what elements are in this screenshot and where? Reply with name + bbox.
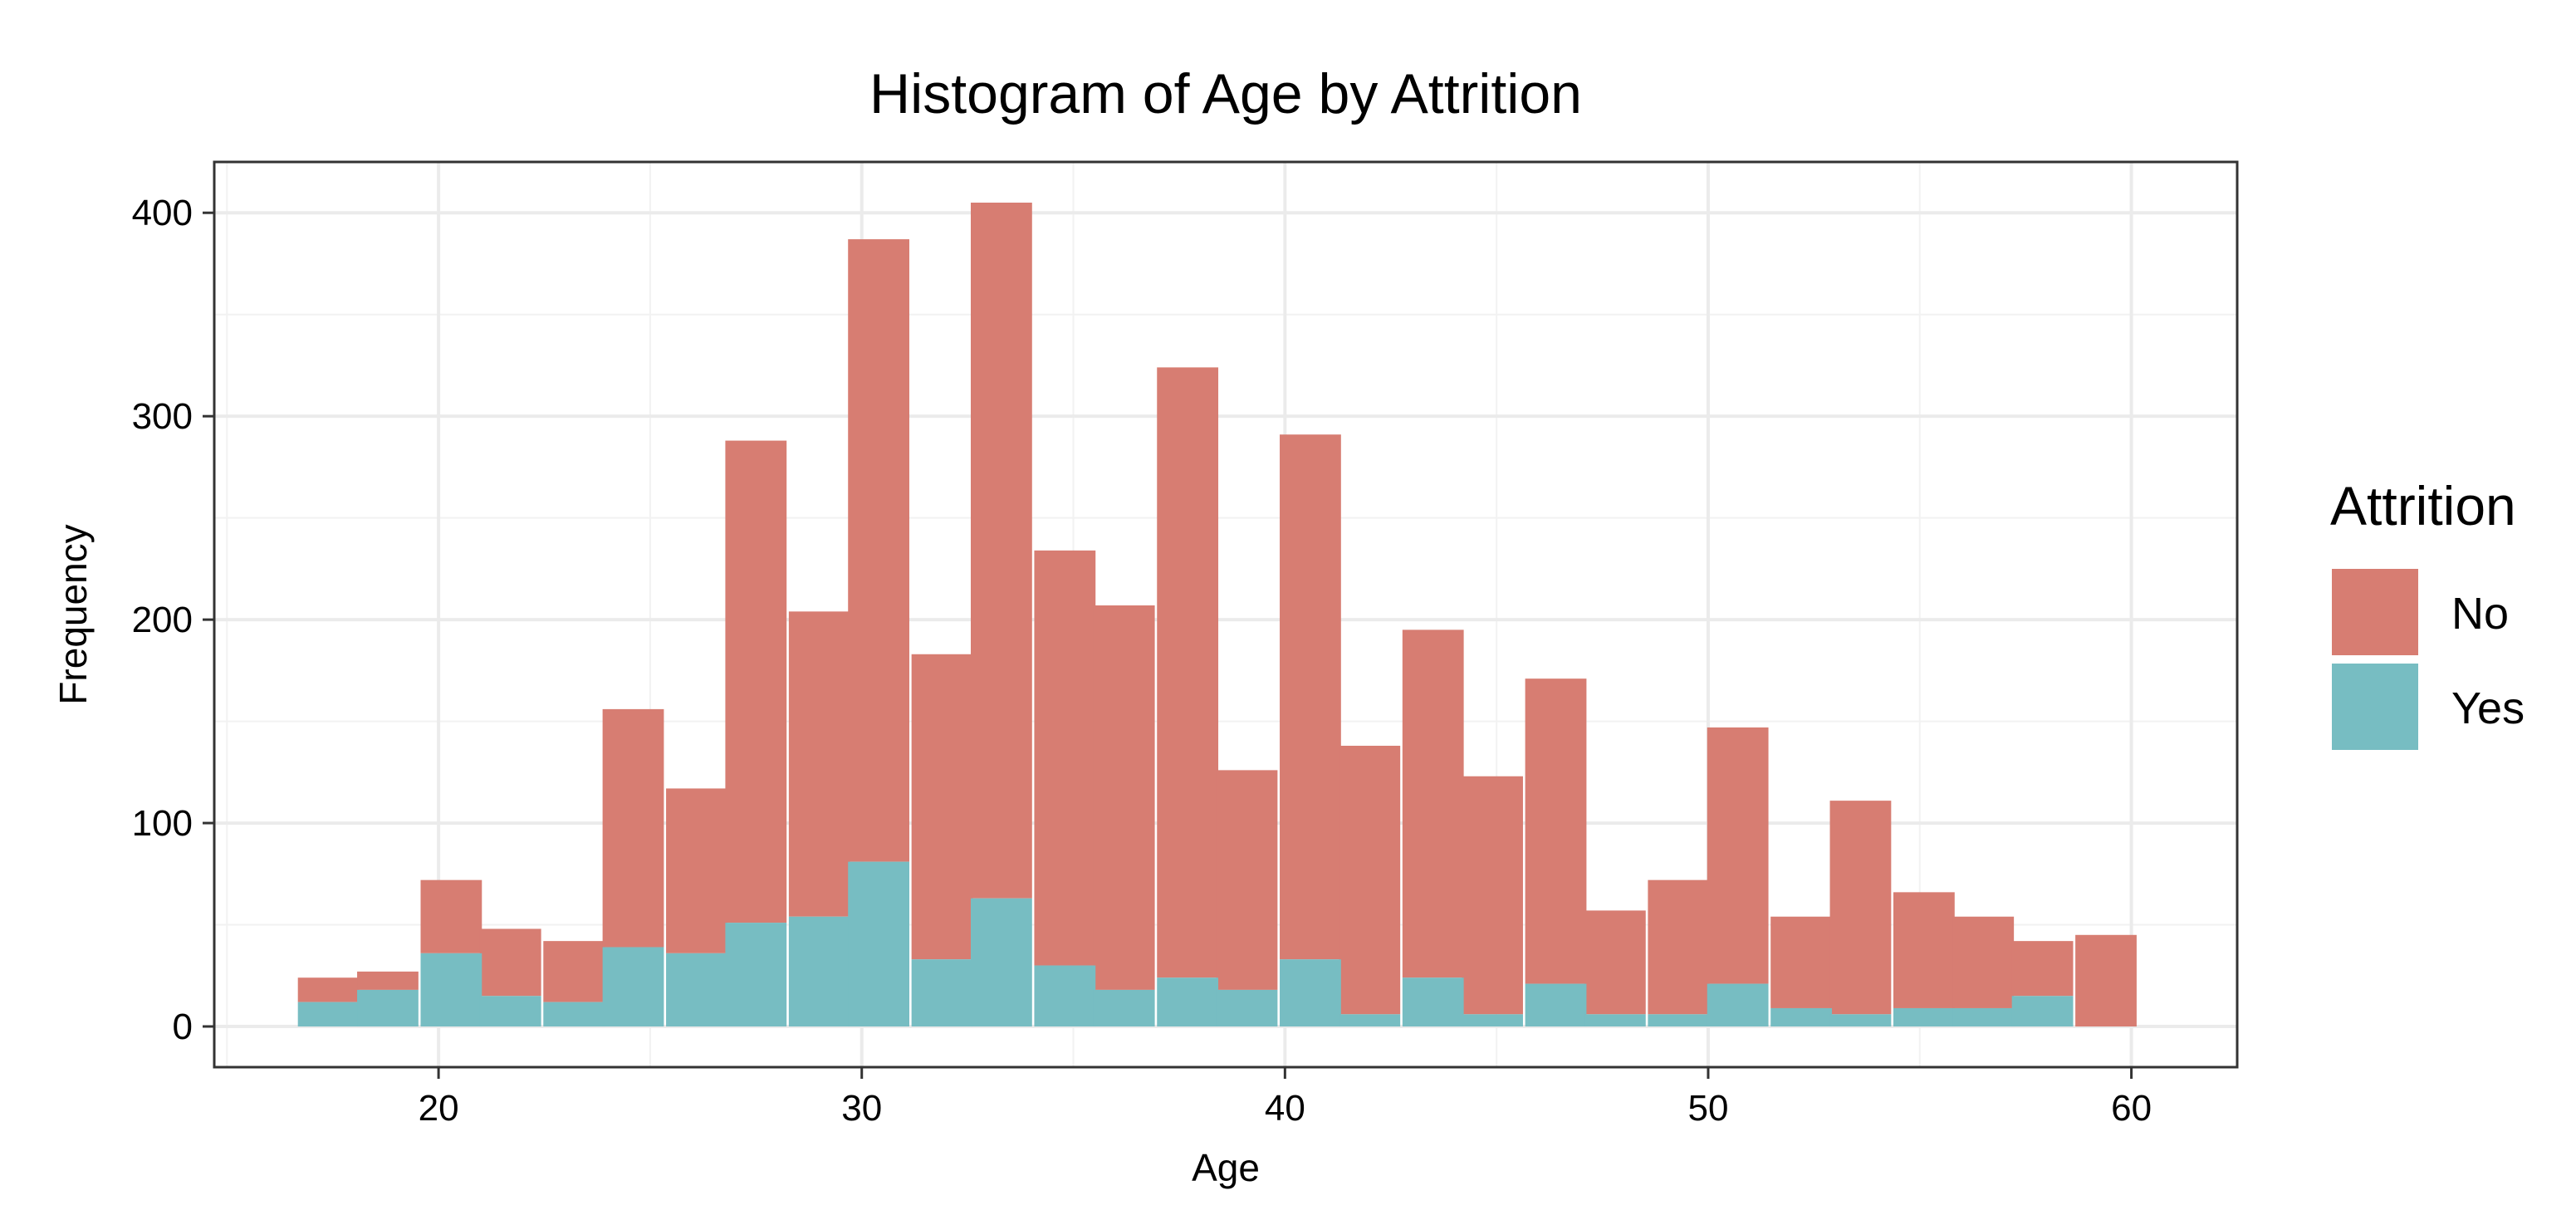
y-tick-label-0: 0 <box>173 1007 193 1047</box>
bar-yes-3 <box>479 996 541 1027</box>
chart-title: Histogram of Age by Attrition <box>869 62 1582 125</box>
bar-no-25 <box>1829 801 1892 1015</box>
y-tick-label-3: 300 <box>132 396 193 437</box>
bar-no-8 <box>788 611 850 917</box>
bar-yes-6 <box>666 953 727 1027</box>
x-tick-label-3: 50 <box>1687 1088 1728 1129</box>
legend-key-yes <box>2332 664 2418 750</box>
bar-no-16 <box>1280 434 1341 960</box>
bar-no-4 <box>543 941 605 1002</box>
bar-no-6 <box>666 788 727 953</box>
y-tick-label-1: 100 <box>132 803 193 844</box>
legend-label-yes: Yes <box>2451 683 2525 733</box>
bar-yes-22 <box>1648 1014 1710 1027</box>
bar-yes-4 <box>543 1002 605 1027</box>
y-tick-label-4: 400 <box>132 193 193 233</box>
bar-no-21 <box>1584 910 1646 1015</box>
bar-no-29 <box>2075 934 2137 1027</box>
bar-yes-13 <box>1093 989 1155 1027</box>
bar-yes-5 <box>602 947 664 1027</box>
bar-no-10 <box>911 654 973 960</box>
bar-yes-26 <box>1893 1007 1955 1027</box>
bar-yes-25 <box>1829 1014 1892 1027</box>
bar-yes-14 <box>1157 977 1219 1027</box>
x-axis-title: Age <box>1192 1146 1260 1189</box>
bar-no-26 <box>1893 892 1955 1008</box>
bar-no-22 <box>1648 879 1710 1015</box>
bar-yes-1 <box>357 989 419 1027</box>
bar-no-28 <box>2011 941 2074 997</box>
bar-yes-18 <box>1402 977 1464 1027</box>
bar-no-15 <box>1216 770 1278 990</box>
plot-panel-border <box>213 160 2239 1069</box>
bar-no-11 <box>971 202 1032 899</box>
bar-yes-7 <box>725 923 787 1027</box>
bars-yes-series <box>297 861 2074 1027</box>
y-tick-label-2: 200 <box>132 600 193 640</box>
bar-yes-19 <box>1462 1014 1523 1027</box>
bar-yes-21 <box>1584 1014 1646 1027</box>
legend-label-no: No <box>2451 589 2509 639</box>
bar-yes-10 <box>911 959 973 1027</box>
x-tick-label-0: 20 <box>419 1088 459 1129</box>
bar-yes-12 <box>1034 965 1096 1027</box>
bar-yes-17 <box>1339 1014 1401 1027</box>
bar-no-17 <box>1339 745 1401 1015</box>
bar-no-5 <box>602 708 664 948</box>
bar-no-23 <box>1707 727 1769 984</box>
bar-yes-16 <box>1280 959 1341 1027</box>
bar-yes-0 <box>297 1002 360 1027</box>
bar-no-2 <box>420 879 482 953</box>
bar-no-27 <box>1952 916 2015 1008</box>
x-tick-label-1: 30 <box>841 1088 882 1129</box>
x-tick-label-4: 60 <box>2111 1088 2152 1129</box>
bar-yes-11 <box>971 898 1032 1027</box>
x-tick-label-2: 40 <box>1265 1088 1305 1129</box>
bar-yes-27 <box>1952 1007 2015 1027</box>
bar-yes-28 <box>2011 996 2074 1027</box>
bar-yes-9 <box>848 861 910 1027</box>
x-axis: 20 30 40 50 60 <box>419 1067 2152 1129</box>
bar-no-9 <box>848 239 910 862</box>
legend-title: Attrition <box>2330 475 2516 536</box>
bar-yes-15 <box>1216 989 1278 1027</box>
bar-no-7 <box>725 440 787 923</box>
bar-no-12 <box>1034 550 1096 966</box>
bar-no-14 <box>1157 367 1219 978</box>
bar-yes-24 <box>1770 1007 1832 1027</box>
bar-no-13 <box>1093 605 1155 990</box>
y-axis-title: Frequency <box>51 524 95 704</box>
bar-yes-23 <box>1707 983 1769 1027</box>
legend: Attrition No Yes <box>2330 475 2525 750</box>
bars-no-series <box>297 202 2137 1027</box>
y-axis: 0 100 200 300 400 <box>132 193 214 1047</box>
legend-key-no <box>2332 569 2418 655</box>
bar-no-0 <box>297 977 360 1002</box>
bar-no-18 <box>1402 629 1464 978</box>
bar-no-1 <box>357 971 419 990</box>
bar-no-19 <box>1462 776 1523 1015</box>
bar-yes-8 <box>788 916 850 1027</box>
bar-no-3 <box>479 928 541 997</box>
bar-yes-20 <box>1525 983 1587 1027</box>
bar-yes-2 <box>420 953 482 1027</box>
bar-no-24 <box>1770 916 1832 1008</box>
bar-no-20 <box>1525 678 1587 984</box>
